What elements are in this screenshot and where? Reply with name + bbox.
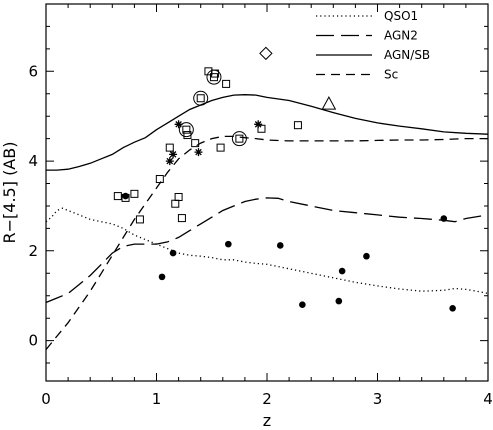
- asterisk-marker: [174, 120, 183, 129]
- marker-square: [182, 125, 191, 134]
- triangle-marker: [321, 96, 337, 110]
- y-tick-label: 6: [28, 62, 38, 80]
- legend-label: AGN2: [384, 29, 418, 43]
- asterisk-marker: [165, 157, 174, 166]
- square-marker: [177, 214, 186, 223]
- legend-item-agn-sb: AGN/SB: [316, 48, 430, 62]
- filled-circle-marker: [122, 192, 129, 200]
- y-tick-label: 2: [28, 242, 38, 260]
- tick-marks: [45, 3, 489, 381]
- circled-square-marker: [231, 131, 247, 147]
- y-tick-label: 0: [28, 332, 38, 350]
- square-marker: [174, 192, 183, 201]
- asterisk-marker: [194, 148, 203, 157]
- square-marker: [171, 199, 180, 208]
- marker-ring: [231, 131, 247, 147]
- marker-square: [235, 134, 244, 143]
- filled-circle-marker: [169, 249, 177, 257]
- y-tick-labels: 0 2 4 6: [28, 62, 38, 349]
- marker-ring: [178, 122, 194, 138]
- filled-circle-marker: [338, 267, 346, 275]
- square-marker: [130, 189, 139, 198]
- legend-label: Sc: [384, 68, 398, 82]
- marker-square: [209, 73, 218, 82]
- legend: QSO1 AGN2 AGN/SB Sc: [316, 9, 430, 82]
- square-marker: [222, 79, 231, 88]
- y-tick-label: 4: [28, 152, 38, 170]
- legend-item-sc: Sc: [316, 68, 398, 82]
- square-marker: [257, 124, 266, 133]
- filled-circle-marker: [158, 273, 166, 281]
- filled-circle-marker: [335, 297, 343, 305]
- square-marker: [216, 143, 225, 152]
- legend-item-agn2: AGN2: [316, 29, 418, 43]
- legend-label: QSO1: [384, 9, 418, 23]
- circled-square-marker: [193, 90, 209, 106]
- x-axis-title: z: [263, 411, 271, 430]
- series-line-agn2: [45, 197, 489, 304]
- series-line-qso1: [45, 207, 489, 295]
- filled-circle-marker: [440, 215, 448, 222]
- x-tick-labels: 0 1 2 3 4: [41, 390, 493, 408]
- data-markers: [113, 46, 456, 312]
- series-line-agn-sb: [46, 94, 489, 171]
- square-marker: [293, 121, 302, 130]
- filled-circle-marker: [363, 252, 370, 260]
- axis-ticks: [45, 3, 489, 381]
- filled-circle-marker: [225, 240, 232, 248]
- square-marker: [113, 192, 122, 201]
- x-tick-label: 1: [152, 390, 162, 408]
- square-marker: [191, 139, 200, 148]
- x-tick-label: 2: [262, 390, 272, 408]
- x-tick-label: 4: [483, 390, 493, 408]
- marker-ring: [193, 90, 209, 106]
- circled-square-marker: [206, 69, 222, 85]
- filled-circle-marker: [299, 301, 306, 309]
- model-curves: [45, 94, 489, 351]
- marker-square: [196, 94, 205, 103]
- filled-circle-marker: [449, 304, 456, 312]
- legend-item-qso1: QSO1: [316, 9, 418, 23]
- x-tick-label: 0: [41, 390, 51, 408]
- legend-label: AGN/SB: [384, 48, 430, 62]
- asterisk-marker: [254, 120, 263, 129]
- series-line-sc: [45, 135, 488, 351]
- filled-circle-marker: [276, 242, 284, 249]
- marker-ring: [206, 69, 222, 85]
- circled-square-marker: [178, 122, 194, 138]
- asterisk-marker: [169, 150, 178, 159]
- y-axis-title: R−[4.5] (AB): [0, 142, 19, 244]
- square-marker: [135, 215, 144, 224]
- square-marker: [165, 143, 174, 152]
- x-tick-label: 3: [373, 390, 383, 408]
- diamond-marker: [259, 46, 273, 61]
- square-marker: [155, 175, 164, 184]
